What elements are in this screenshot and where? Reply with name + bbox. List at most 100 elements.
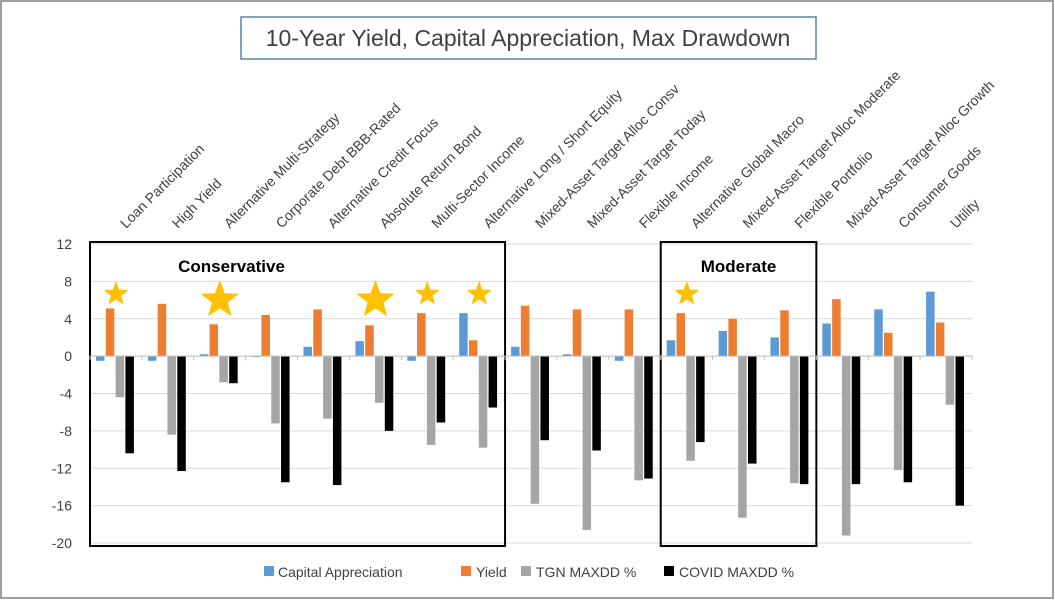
bar — [676, 313, 686, 357]
star-icon — [674, 281, 700, 305]
legend-label: Yield — [476, 564, 507, 580]
group-box-label: Moderate — [701, 257, 777, 276]
y-tick-label: 12 — [56, 236, 72, 252]
bar — [355, 341, 364, 357]
legend-label: COVID MAXDD % — [679, 564, 794, 580]
bar — [219, 356, 228, 383]
bar — [365, 325, 374, 357]
legend-label: TGN MAXDD % — [536, 564, 636, 580]
bar — [799, 356, 809, 485]
bar — [926, 291, 935, 357]
bar — [822, 323, 831, 357]
bar — [96, 356, 105, 361]
bar — [728, 318, 737, 357]
group-boxes: Conservative Moderate — [89, 241, 818, 547]
legend-swatch — [664, 566, 674, 576]
bar — [167, 356, 176, 435]
group-box-label: Conservative — [178, 257, 285, 276]
bar — [229, 356, 238, 384]
bar — [851, 356, 861, 485]
bar — [271, 356, 280, 424]
y-tick-label: -8 — [60, 423, 73, 439]
bar — [562, 354, 572, 357]
bar — [874, 309, 883, 357]
y-tick-label: 8 — [64, 273, 72, 289]
y-tick-label: -20 — [52, 535, 72, 551]
star-icon — [103, 281, 129, 305]
legend-swatch — [521, 566, 531, 576]
y-tick-label: -12 — [52, 460, 72, 476]
bar — [488, 356, 498, 408]
bar — [209, 324, 219, 357]
star-icon — [466, 281, 492, 305]
bar — [718, 330, 728, 357]
bar — [417, 313, 426, 357]
bar — [666, 340, 676, 357]
bar — [199, 354, 209, 357]
legend: Capital Appreciation Yield TGN MAXDD % COVI… — [264, 564, 794, 580]
bar — [511, 346, 520, 357]
bar — [303, 346, 313, 357]
bar — [115, 356, 125, 398]
bar — [468, 340, 478, 357]
bar — [478, 356, 488, 448]
bar — [332, 356, 342, 486]
bar — [384, 356, 394, 431]
bar — [634, 356, 643, 481]
star-icon — [356, 280, 395, 317]
bar — [407, 356, 416, 361]
bar — [177, 356, 186, 472]
bar — [459, 313, 468, 357]
bar — [903, 356, 913, 483]
legend-swatch — [461, 566, 471, 576]
y-tick-label: 4 — [64, 311, 72, 327]
bar — [841, 356, 851, 536]
bar — [832, 299, 841, 357]
bar — [624, 309, 634, 357]
bar — [281, 356, 290, 483]
bar — [592, 356, 601, 451]
bar — [780, 310, 789, 357]
bar — [614, 356, 624, 361]
chart-title-box — [240, 16, 817, 60]
bar — [770, 337, 779, 357]
bar — [884, 332, 893, 357]
bar — [738, 356, 747, 518]
bar — [696, 356, 705, 443]
bar — [147, 356, 157, 361]
bar — [125, 356, 134, 454]
legend-swatch — [264, 566, 274, 576]
group-box — [659, 241, 818, 547]
y-tick-label: -16 — [52, 498, 72, 514]
bar — [426, 356, 436, 445]
bar — [157, 303, 167, 357]
bar — [261, 315, 270, 357]
bar — [520, 305, 530, 357]
bar — [436, 356, 446, 423]
bar — [686, 356, 695, 461]
bar — [955, 356, 965, 506]
bar — [313, 309, 322, 357]
bar — [747, 356, 757, 464]
group-box — [89, 241, 507, 547]
bars — [96, 291, 965, 536]
chart-title-group: 10-Year Yield, Capital Appreciation, Max… — [240, 16, 817, 60]
bar — [105, 308, 115, 357]
bar — [540, 356, 549, 441]
bar — [582, 356, 592, 530]
y-tick-label: 0 — [64, 348, 72, 364]
y-tick-label: -4 — [60, 386, 73, 402]
bar — [893, 356, 903, 471]
star-icon — [200, 280, 239, 317]
bar — [935, 322, 945, 357]
bar — [790, 356, 799, 484]
bar — [530, 356, 540, 504]
bar — [323, 356, 332, 419]
star-annotations — [103, 280, 700, 317]
chart-title: 10-Year Yield, Capital Appreciation, Max… — [266, 25, 791, 51]
bar — [644, 356, 653, 479]
bar — [375, 356, 384, 403]
